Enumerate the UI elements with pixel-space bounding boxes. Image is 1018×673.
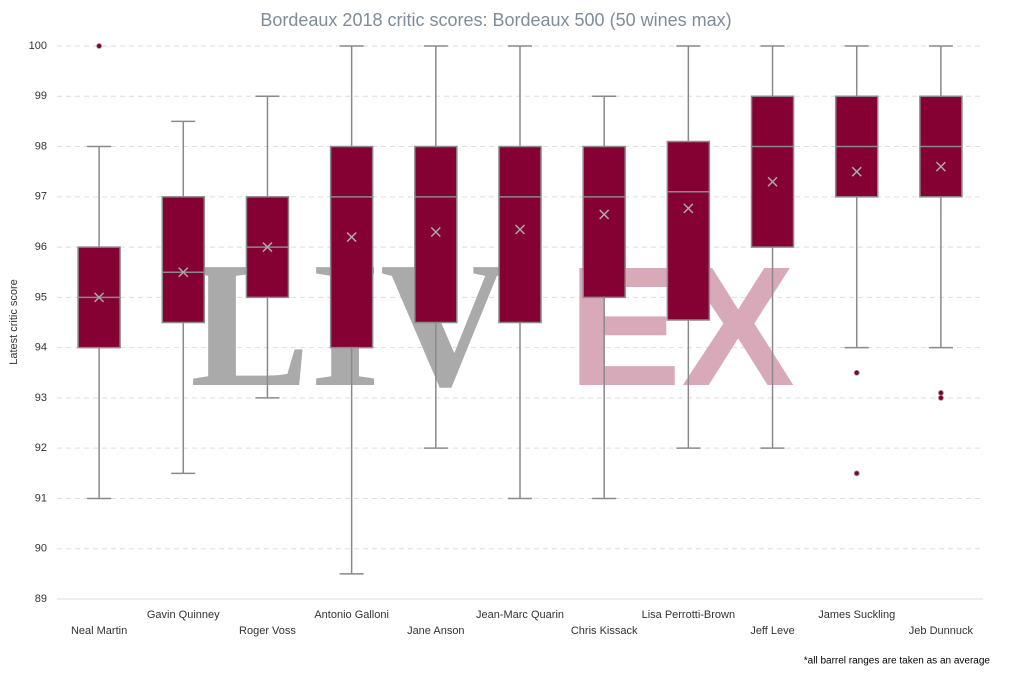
x-tick-label: Neal Martin (71, 625, 127, 637)
outlier (853, 369, 860, 376)
mean-marker (346, 232, 357, 243)
outlier (938, 389, 944, 396)
x-tick-label: Antonio Galloni (314, 609, 389, 621)
box (161, 196, 206, 324)
footnote: *all barrel ranges are taken as an avera… (804, 656, 991, 667)
y-axis-label: Latest critic score (8, 279, 20, 365)
mean-marker (514, 224, 526, 235)
mean-marker (430, 226, 441, 238)
mean-marker (262, 242, 273, 253)
chart-title: Bordeaux 2018 critic scores: Bordeaux 50… (260, 10, 731, 30)
box (666, 140, 711, 321)
y-tick-label: 90 (35, 543, 47, 555)
y-tick-label: 98 (35, 140, 47, 152)
outlier (938, 395, 944, 401)
x-tick-label: Lisa Perrotti-Brown (642, 609, 736, 621)
x-tick-label: Chris Kissack (571, 625, 638, 637)
y-tick-label: 92 (35, 442, 47, 454)
x-tick-label: Jeb Dunnuck (909, 625, 974, 637)
y-tick-label: 96 (35, 241, 47, 253)
mean-marker (683, 203, 694, 214)
y-tick-label: 91 (35, 492, 47, 504)
y-tick-label: 97 (35, 191, 47, 203)
outlier (96, 43, 102, 49)
mean-marker (178, 267, 189, 278)
y-tick-label: 93 (35, 392, 47, 404)
box (750, 95, 795, 248)
box (498, 145, 542, 324)
mean-marker (94, 292, 105, 303)
box (414, 145, 458, 324)
mean-marker (599, 209, 610, 220)
x-tick-label: Jane Anson (407, 625, 465, 637)
y-tick-label: 94 (35, 342, 47, 354)
mean-marker (767, 176, 778, 187)
mean-marker (935, 161, 946, 172)
y-tick-label: 100 (29, 40, 47, 52)
box (329, 145, 374, 349)
x-tick-label: Jeff Leve (750, 625, 794, 637)
x-tick-label: Jean-Marc Quarin (476, 609, 564, 621)
mean-marker (851, 166, 862, 177)
y-tick-label: 95 (35, 291, 47, 303)
outlier (853, 470, 860, 477)
x-tick-label: Roger Voss (239, 625, 296, 637)
x-tick-label: Gavin Quinney (147, 609, 220, 621)
y-tick-label: 89 (35, 593, 47, 605)
x-tick-label: James Suckling (818, 609, 895, 621)
box (582, 145, 626, 299)
y-tick-label: 99 (35, 90, 47, 102)
